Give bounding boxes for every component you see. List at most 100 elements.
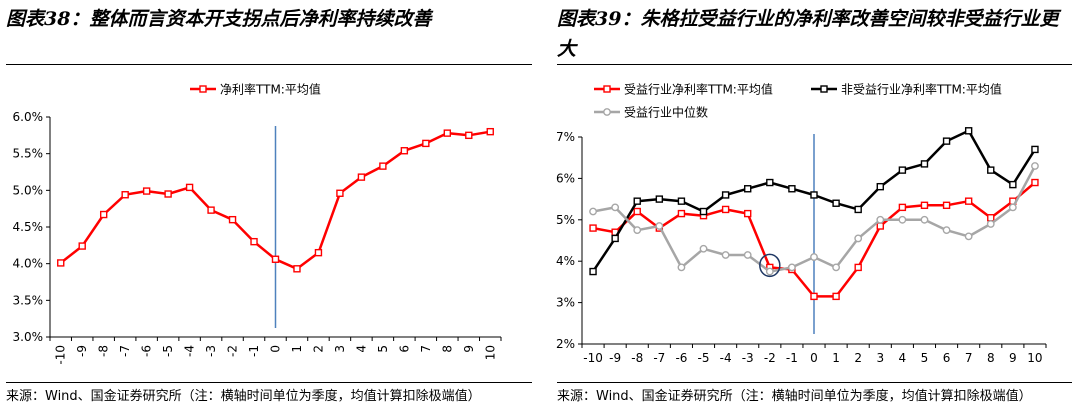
right-series-2-marker xyxy=(788,185,796,193)
right-series-2-marker xyxy=(744,185,752,193)
x-tick-label: 3 xyxy=(876,351,884,365)
x-tick-label: -8 xyxy=(97,345,111,357)
left-series-1-marker xyxy=(207,206,215,214)
right-series-3-marker xyxy=(986,220,995,228)
left-series-1-marker xyxy=(271,255,280,263)
right-series-2-marker xyxy=(964,127,973,135)
left-series-1-marker xyxy=(99,210,108,219)
x-tick-label: -10 xyxy=(54,345,68,365)
x-tick-label: -9 xyxy=(609,351,621,365)
right-series-2-marker xyxy=(810,191,818,199)
right-series-2-marker xyxy=(633,197,641,205)
right-legend-1-label: 受益行业净利率TTM:平均值 xyxy=(624,82,773,97)
right-series-3-marker xyxy=(589,207,597,216)
right-series-3-marker xyxy=(765,267,774,276)
left-series-1-marker xyxy=(357,173,366,181)
right-series-2-marker xyxy=(677,197,686,205)
x-tick-label: 1 xyxy=(290,345,304,353)
right-series-2-marker xyxy=(832,199,840,207)
right-series-3-marker xyxy=(788,263,796,272)
x-tick-label: -6 xyxy=(675,351,687,365)
y-tick-label: 3.5% xyxy=(13,293,44,307)
right-series-1-marker xyxy=(1031,178,1039,187)
right-legend-2-marker xyxy=(820,85,828,93)
x-tick-label: 10 xyxy=(483,345,497,360)
x-tick-label: -1 xyxy=(247,345,261,357)
right-series-1-marker xyxy=(964,197,973,205)
y-tick-label: 5.0% xyxy=(13,183,44,197)
highlight-circle xyxy=(759,253,781,278)
x-tick-label: 1 xyxy=(832,351,840,365)
x-tick-label: 9 xyxy=(462,345,476,353)
right-series-3-marker xyxy=(876,215,885,224)
y-tick-label: 4.0% xyxy=(13,257,44,271)
right-series-3-marker xyxy=(699,244,708,253)
y-tick-label: 4% xyxy=(556,254,575,268)
right-series-1-marker xyxy=(589,224,597,232)
x-tick-label: 7 xyxy=(965,351,973,365)
right-series-2-marker xyxy=(876,182,884,191)
x-tick-label: 4 xyxy=(354,345,368,353)
right-series-1-marker xyxy=(721,205,730,214)
y-tick-label: 6.0% xyxy=(13,110,44,124)
x-tick-label: 5 xyxy=(921,351,929,365)
x-tick-label: -5 xyxy=(698,351,710,365)
right-series-3-marker xyxy=(920,215,929,224)
left-series-1-marker xyxy=(336,189,344,197)
right-series-2-marker xyxy=(721,191,730,199)
right-series-1-marker xyxy=(633,207,641,216)
right-series-2-marker xyxy=(942,137,951,145)
title-rule-left xyxy=(6,64,532,65)
x-tick-label: 4 xyxy=(899,351,907,365)
right-series-3-marker xyxy=(1031,162,1039,170)
x-tick-label: 2 xyxy=(854,351,862,365)
x-tick-label: 6 xyxy=(397,345,411,353)
left-series-1-marker xyxy=(164,190,172,198)
y-tick-label: 3% xyxy=(556,296,575,310)
y-tick-label: 6% xyxy=(556,171,575,185)
x-tick-label: 0 xyxy=(269,345,283,353)
right-series-2-marker xyxy=(1031,145,1039,154)
right-series-2-marker xyxy=(898,166,907,174)
right-legend-3-label: 受益行业中位数 xyxy=(624,105,708,120)
right-series-1-marker xyxy=(942,201,951,210)
right-series-1-marker xyxy=(854,263,862,272)
left-series-1-marker xyxy=(250,237,258,246)
right-series-2-marker xyxy=(766,178,774,187)
x-tick-label: -8 xyxy=(631,351,643,365)
x-tick-label: -2 xyxy=(226,345,240,357)
right-series-2-marker xyxy=(920,160,929,168)
x-tick-label: -3 xyxy=(204,345,218,357)
right-series-2-marker xyxy=(589,267,597,276)
right-series-1-marker xyxy=(832,292,840,301)
title-rule-right xyxy=(557,64,1072,65)
right-series-3-marker xyxy=(611,203,620,212)
right-series-3-marker xyxy=(677,263,686,272)
left-legend-1-label: 净利率TTM:平均值 xyxy=(220,82,321,97)
x-tick-label: -9 xyxy=(75,345,89,357)
right-legend-3-marker xyxy=(603,108,611,116)
x-tick-label: 8 xyxy=(987,351,995,365)
x-tick-label: 5 xyxy=(376,345,390,353)
right-series-3-marker xyxy=(898,215,907,224)
right-series-2-marker xyxy=(611,234,619,243)
right-series-3-marker xyxy=(942,226,951,235)
right-series-2-marker xyxy=(655,195,664,203)
x-tick-label: -1 xyxy=(786,351,798,365)
right-series-1-marker xyxy=(898,203,907,212)
right-series-1-marker xyxy=(744,209,752,218)
right-series-1-marker xyxy=(677,209,686,218)
left-series-1-marker xyxy=(121,191,129,199)
x-tick-label: -10 xyxy=(583,351,603,365)
chart-title-right: 图表39：朱格拉受益行业的净利率改善空间较非受益行业更大 xyxy=(557,8,1059,60)
x-tick-label: 7 xyxy=(419,345,433,353)
x-tick-label: 0 xyxy=(810,351,818,365)
right-series-3-marker xyxy=(964,232,973,241)
x-tick-label: -7 xyxy=(118,345,132,357)
right-series-1-marker xyxy=(810,292,818,301)
right-series-3-marker xyxy=(854,234,863,243)
y-tick-label: 2% xyxy=(556,337,575,351)
right-legend-1-marker xyxy=(603,85,611,93)
